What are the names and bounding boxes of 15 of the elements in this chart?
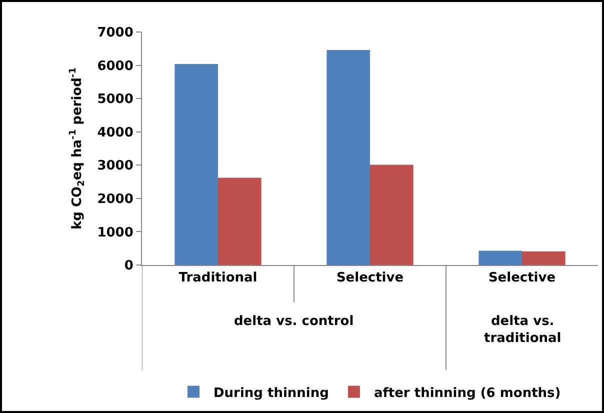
y-tick-label: 3000 <box>97 158 134 174</box>
x-tick-label: Selective <box>336 270 404 286</box>
y-tick-label: 2000 <box>97 192 134 207</box>
y-tick-label: 4000 <box>97 125 134 140</box>
y-tick-label: 1000 <box>97 225 134 240</box>
x-tick-label: Selective <box>488 270 556 286</box>
legend-label: During thinning <box>214 386 329 401</box>
x-tick-label: Traditional <box>178 270 258 286</box>
text: delta vs. control <box>234 314 354 329</box>
y-tick-label: 5000 <box>97 92 134 108</box>
legend-label: after thinning (6 months) <box>374 386 561 401</box>
y-tick-label: 7000 <box>97 26 134 41</box>
y-tick-label: 0 <box>124 258 134 274</box>
y-tick-label: 6000 <box>97 58 134 74</box>
text: delta vs. traditional <box>484 314 562 346</box>
